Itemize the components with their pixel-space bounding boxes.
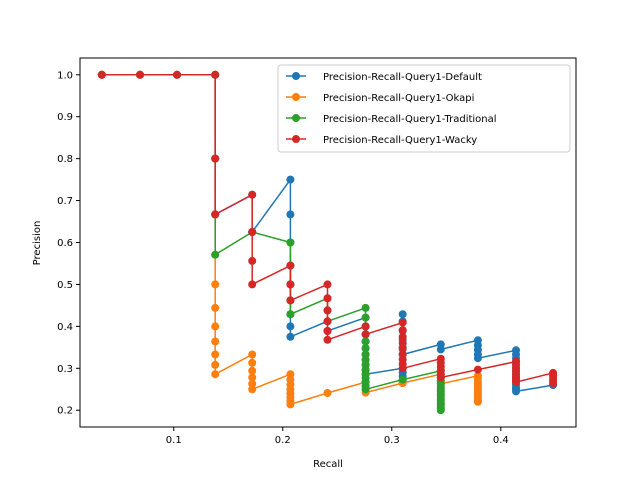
data-point-3-22	[398, 326, 407, 335]
x-tick-label-3: 0.4	[493, 435, 509, 446]
series-3	[97, 70, 558, 387]
legend-marker-0	[292, 72, 300, 80]
data-point-3-11	[286, 280, 295, 289]
x-tick-label-0: 0.1	[166, 435, 182, 446]
data-point-3-1	[136, 70, 144, 79]
data-point-3-14	[323, 294, 332, 303]
data-point-0-16	[286, 332, 295, 341]
data-point-2-21	[361, 344, 370, 353]
data-point-1-11	[211, 350, 220, 359]
data-point-1-17	[248, 373, 257, 382]
legend-label-2: Precision-Recall-Query1-Traditional	[323, 114, 497, 125]
data-point-3-24	[398, 339, 407, 348]
data-point-1-12	[211, 360, 220, 369]
data-point-1-27	[286, 400, 295, 409]
data-point-0-9	[286, 210, 295, 219]
legend-marker-2	[292, 114, 300, 122]
plot-area	[97, 70, 558, 415]
y-tick-label-0: 0.2	[57, 406, 73, 417]
data-point-3-12	[286, 296, 295, 305]
data-point-3-0	[97, 70, 106, 79]
data-point-1-13	[211, 370, 220, 379]
y-tick-label-7: 0.9	[57, 112, 73, 123]
legend: Precision-Recall-Query1-Default Precision…	[277, 64, 571, 153]
data-point-3-8	[248, 256, 257, 265]
data-point-0-34	[398, 310, 407, 319]
data-point-2-20	[361, 337, 370, 346]
data-point-3-4	[211, 154, 220, 163]
data-point-3-18	[323, 335, 332, 344]
data-point-2-6	[211, 250, 220, 259]
data-point-0-61	[512, 387, 520, 396]
data-point-3-16	[323, 317, 332, 326]
y-tick-label-3: 0.5	[57, 280, 73, 291]
x-axis-label: Recall	[313, 459, 343, 470]
data-point-2-30	[361, 385, 370, 394]
data-point-1-19	[248, 385, 257, 394]
data-point-3-35	[436, 373, 445, 382]
data-point-3-44	[512, 378, 520, 387]
data-point-2-16	[361, 303, 370, 312]
data-point-2-8	[286, 238, 295, 247]
data-point-0-41	[436, 345, 445, 354]
data-point-3-21	[398, 318, 407, 327]
data-point-1-14	[248, 350, 257, 359]
y-axis-label: Precision	[32, 221, 43, 266]
data-point-3-2	[173, 70, 181, 79]
legend-marker-1	[292, 93, 300, 101]
data-point-3-9	[248, 280, 257, 289]
x-tick-label-2: 0.3	[384, 435, 400, 446]
y-tick-label-2: 0.4	[57, 322, 73, 333]
legend-marker-3	[292, 135, 300, 143]
data-point-3-49	[549, 379, 558, 387]
data-point-2-31	[398, 375, 407, 384]
data-point-3-23	[398, 332, 407, 341]
data-point-0-8	[286, 175, 295, 184]
x-tick-label-1: 0.2	[275, 435, 291, 446]
data-point-3-6	[248, 190, 257, 199]
data-point-0-46	[473, 354, 482, 363]
y-tick-label-5: 0.7	[57, 196, 73, 207]
data-point-0-15	[286, 322, 295, 331]
data-point-3-17	[323, 327, 332, 335]
data-point-3-36	[473, 365, 482, 374]
data-point-3-5	[211, 210, 220, 219]
data-point-3-19	[361, 322, 370, 331]
legend-label-3: Precision-Recall-Query1-Wacky	[323, 135, 477, 146]
data-point-3-7	[248, 228, 257, 236]
data-point-1-18	[248, 379, 257, 388]
legend-label-0: Precision-Recall-Query1-Default	[323, 72, 482, 83]
data-point-1-16	[248, 366, 257, 375]
data-point-2-48	[436, 406, 445, 415]
data-point-1-28	[323, 389, 332, 397]
data-point-3-20	[361, 330, 370, 339]
data-point-1-7	[211, 280, 220, 289]
y-tick-label-1: 0.3	[57, 364, 73, 375]
data-point-3-13	[323, 280, 332, 289]
data-point-3-25	[398, 345, 407, 353]
data-point-3-10	[286, 261, 295, 270]
y-ticks: 0.2 0.3 0.4 0.5 0.6 0.7 0.8 0.9 1.0	[57, 70, 80, 417]
data-point-3-3	[211, 70, 220, 79]
data-point-1-10	[211, 337, 220, 346]
data-point-2-12	[286, 310, 295, 319]
data-point-1-49	[473, 397, 482, 406]
data-point-3-29	[398, 364, 407, 373]
legend-label-1: Precision-Recall-Query1-Okapi	[323, 93, 474, 104]
data-point-1-9	[211, 322, 220, 331]
y-tick-label-4: 0.6	[57, 238, 73, 249]
y-tick-label-8: 1.0	[57, 70, 73, 81]
y-tick-label-6: 0.8	[57, 154, 73, 165]
data-point-2-17	[361, 313, 370, 322]
data-point-1-8	[211, 303, 220, 312]
data-point-3-15	[323, 306, 332, 315]
legend-box	[277, 64, 571, 153]
x-ticks: 0.1 0.2 0.3 0.4	[166, 427, 509, 446]
data-point-1-15	[248, 358, 257, 367]
